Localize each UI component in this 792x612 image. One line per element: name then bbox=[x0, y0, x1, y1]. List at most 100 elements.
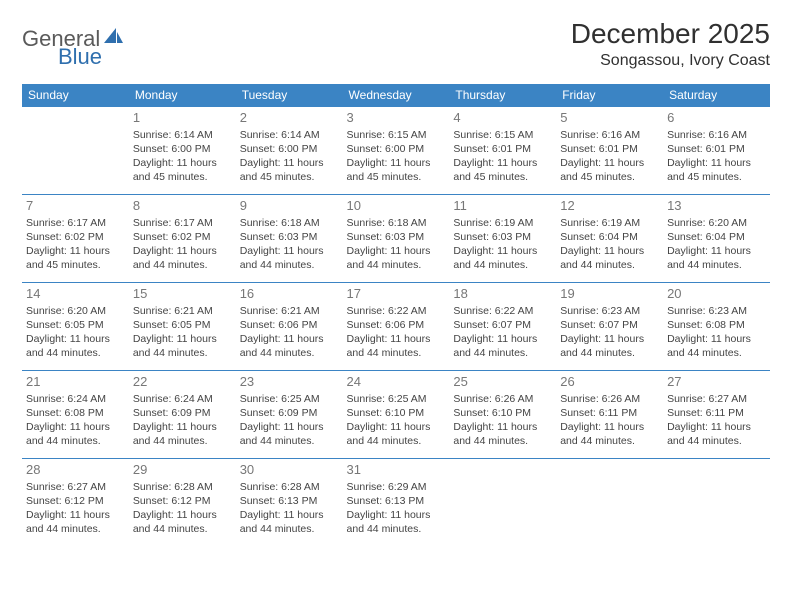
weekday-header: Friday bbox=[556, 84, 663, 107]
calendar-cell bbox=[449, 459, 556, 547]
day-number: 7 bbox=[26, 197, 125, 215]
sunrise-line: Sunrise: 6:17 AM bbox=[133, 216, 232, 230]
calendar-cell bbox=[663, 459, 770, 547]
day-number: 27 bbox=[667, 373, 766, 391]
sunset-line: Sunset: 6:05 PM bbox=[133, 318, 232, 332]
sunset-line: Sunset: 6:00 PM bbox=[240, 142, 339, 156]
daylight-line: Daylight: 11 hours and 44 minutes. bbox=[240, 420, 339, 448]
sunset-line: Sunset: 6:03 PM bbox=[240, 230, 339, 244]
sunrise-line: Sunrise: 6:27 AM bbox=[667, 392, 766, 406]
sunrise-line: Sunrise: 6:16 AM bbox=[667, 128, 766, 142]
calendar-cell: 29Sunrise: 6:28 AMSunset: 6:12 PMDayligh… bbox=[129, 459, 236, 547]
daylight-line: Daylight: 11 hours and 44 minutes. bbox=[133, 508, 232, 536]
sunrise-line: Sunrise: 6:19 AM bbox=[453, 216, 552, 230]
sunrise-line: Sunrise: 6:25 AM bbox=[240, 392, 339, 406]
sunrise-line: Sunrise: 6:22 AM bbox=[453, 304, 552, 318]
daylight-line: Daylight: 11 hours and 45 minutes. bbox=[667, 156, 766, 184]
daylight-line: Daylight: 11 hours and 44 minutes. bbox=[347, 332, 446, 360]
day-number: 19 bbox=[560, 285, 659, 303]
daylight-line: Daylight: 11 hours and 44 minutes. bbox=[453, 420, 552, 448]
calendar-cell: 6Sunrise: 6:16 AMSunset: 6:01 PMDaylight… bbox=[663, 107, 770, 195]
sunrise-line: Sunrise: 6:18 AM bbox=[240, 216, 339, 230]
calendar-cell: 20Sunrise: 6:23 AMSunset: 6:08 PMDayligh… bbox=[663, 283, 770, 371]
sunset-line: Sunset: 6:04 PM bbox=[560, 230, 659, 244]
daylight-line: Daylight: 11 hours and 45 minutes. bbox=[133, 156, 232, 184]
calendar-row: 1Sunrise: 6:14 AMSunset: 6:00 PMDaylight… bbox=[22, 107, 770, 195]
calendar-cell: 4Sunrise: 6:15 AMSunset: 6:01 PMDaylight… bbox=[449, 107, 556, 195]
calendar-cell: 5Sunrise: 6:16 AMSunset: 6:01 PMDaylight… bbox=[556, 107, 663, 195]
daylight-line: Daylight: 11 hours and 44 minutes. bbox=[240, 244, 339, 272]
logo-text-2: Blue bbox=[58, 44, 102, 70]
calendar-cell: 28Sunrise: 6:27 AMSunset: 6:12 PMDayligh… bbox=[22, 459, 129, 547]
sunset-line: Sunset: 6:07 PM bbox=[453, 318, 552, 332]
day-number: 12 bbox=[560, 197, 659, 215]
title-block: December 2025 Songassou, Ivory Coast bbox=[571, 18, 770, 70]
calendar-cell: 3Sunrise: 6:15 AMSunset: 6:00 PMDaylight… bbox=[343, 107, 450, 195]
sunrise-line: Sunrise: 6:27 AM bbox=[26, 480, 125, 494]
day-number: 13 bbox=[667, 197, 766, 215]
sunrise-line: Sunrise: 6:23 AM bbox=[560, 304, 659, 318]
sunset-line: Sunset: 6:05 PM bbox=[26, 318, 125, 332]
sunrise-line: Sunrise: 6:16 AM bbox=[560, 128, 659, 142]
calendar-table: SundayMondayTuesdayWednesdayThursdayFrid… bbox=[22, 84, 770, 547]
calendar-cell: 14Sunrise: 6:20 AMSunset: 6:05 PMDayligh… bbox=[22, 283, 129, 371]
daylight-line: Daylight: 11 hours and 44 minutes. bbox=[26, 420, 125, 448]
sunset-line: Sunset: 6:04 PM bbox=[667, 230, 766, 244]
sunrise-line: Sunrise: 6:24 AM bbox=[133, 392, 232, 406]
sunrise-line: Sunrise: 6:22 AM bbox=[347, 304, 446, 318]
daylight-line: Daylight: 11 hours and 44 minutes. bbox=[347, 420, 446, 448]
weekday-header: Monday bbox=[129, 84, 236, 107]
calendar-cell: 10Sunrise: 6:18 AMSunset: 6:03 PMDayligh… bbox=[343, 195, 450, 283]
sunset-line: Sunset: 6:12 PM bbox=[26, 494, 125, 508]
daylight-line: Daylight: 11 hours and 45 minutes. bbox=[240, 156, 339, 184]
sunrise-line: Sunrise: 6:21 AM bbox=[240, 304, 339, 318]
sunset-line: Sunset: 6:01 PM bbox=[453, 142, 552, 156]
daylight-line: Daylight: 11 hours and 44 minutes. bbox=[240, 332, 339, 360]
day-number: 31 bbox=[347, 461, 446, 479]
calendar-cell: 15Sunrise: 6:21 AMSunset: 6:05 PMDayligh… bbox=[129, 283, 236, 371]
calendar-cell: 30Sunrise: 6:28 AMSunset: 6:13 PMDayligh… bbox=[236, 459, 343, 547]
sunrise-line: Sunrise: 6:17 AM bbox=[26, 216, 125, 230]
daylight-line: Daylight: 11 hours and 44 minutes. bbox=[240, 508, 339, 536]
sunset-line: Sunset: 6:11 PM bbox=[667, 406, 766, 420]
sunrise-line: Sunrise: 6:14 AM bbox=[133, 128, 232, 142]
day-number: 21 bbox=[26, 373, 125, 391]
sunset-line: Sunset: 6:01 PM bbox=[667, 142, 766, 156]
daylight-line: Daylight: 11 hours and 44 minutes. bbox=[667, 244, 766, 272]
day-number: 20 bbox=[667, 285, 766, 303]
sunset-line: Sunset: 6:10 PM bbox=[453, 406, 552, 420]
weekday-header: Sunday bbox=[22, 84, 129, 107]
calendar-cell: 21Sunrise: 6:24 AMSunset: 6:08 PMDayligh… bbox=[22, 371, 129, 459]
calendar-cell: 17Sunrise: 6:22 AMSunset: 6:06 PMDayligh… bbox=[343, 283, 450, 371]
sunset-line: Sunset: 6:11 PM bbox=[560, 406, 659, 420]
sunset-line: Sunset: 6:06 PM bbox=[347, 318, 446, 332]
calendar-cell: 8Sunrise: 6:17 AMSunset: 6:02 PMDaylight… bbox=[129, 195, 236, 283]
calendar-row: 7Sunrise: 6:17 AMSunset: 6:02 PMDaylight… bbox=[22, 195, 770, 283]
sunset-line: Sunset: 6:03 PM bbox=[347, 230, 446, 244]
calendar-cell: 19Sunrise: 6:23 AMSunset: 6:07 PMDayligh… bbox=[556, 283, 663, 371]
sunrise-line: Sunrise: 6:28 AM bbox=[240, 480, 339, 494]
calendar-row: 21Sunrise: 6:24 AMSunset: 6:08 PMDayligh… bbox=[22, 371, 770, 459]
sunrise-line: Sunrise: 6:19 AM bbox=[560, 216, 659, 230]
sunset-line: Sunset: 6:02 PM bbox=[133, 230, 232, 244]
day-number: 6 bbox=[667, 109, 766, 127]
location: Songassou, Ivory Coast bbox=[571, 52, 770, 70]
day-number: 8 bbox=[133, 197, 232, 215]
daylight-line: Daylight: 11 hours and 44 minutes. bbox=[133, 332, 232, 360]
day-number: 11 bbox=[453, 197, 552, 215]
sunrise-line: Sunrise: 6:26 AM bbox=[453, 392, 552, 406]
calendar-cell: 2Sunrise: 6:14 AMSunset: 6:00 PMDaylight… bbox=[236, 107, 343, 195]
daylight-line: Daylight: 11 hours and 44 minutes. bbox=[133, 420, 232, 448]
sunset-line: Sunset: 6:08 PM bbox=[667, 318, 766, 332]
calendar-cell: 16Sunrise: 6:21 AMSunset: 6:06 PMDayligh… bbox=[236, 283, 343, 371]
daylight-line: Daylight: 11 hours and 45 minutes. bbox=[453, 156, 552, 184]
sunrise-line: Sunrise: 6:29 AM bbox=[347, 480, 446, 494]
calendar-cell: 27Sunrise: 6:27 AMSunset: 6:11 PMDayligh… bbox=[663, 371, 770, 459]
daylight-line: Daylight: 11 hours and 45 minutes. bbox=[347, 156, 446, 184]
sunset-line: Sunset: 6:09 PM bbox=[240, 406, 339, 420]
sunset-line: Sunset: 6:02 PM bbox=[26, 230, 125, 244]
daylight-line: Daylight: 11 hours and 44 minutes. bbox=[560, 332, 659, 360]
day-number: 23 bbox=[240, 373, 339, 391]
calendar-cell: 1Sunrise: 6:14 AMSunset: 6:00 PMDaylight… bbox=[129, 107, 236, 195]
calendar-cell: 23Sunrise: 6:25 AMSunset: 6:09 PMDayligh… bbox=[236, 371, 343, 459]
